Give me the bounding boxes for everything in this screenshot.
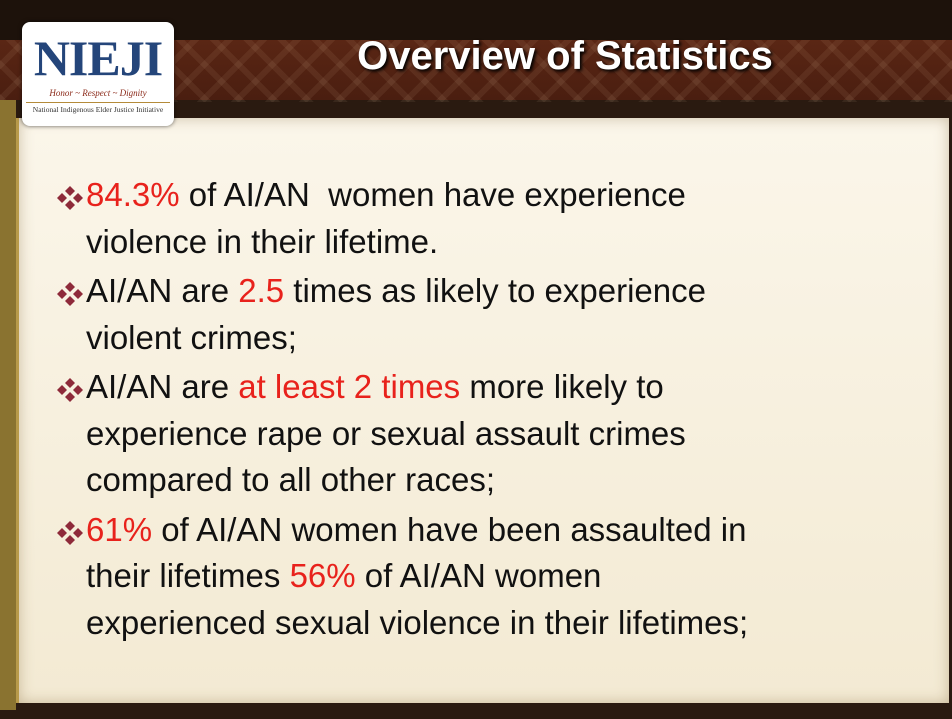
content-panel [16, 118, 949, 703]
bullet: 61% of AI/AN women have been assaulted i… [56, 507, 748, 647]
bullet-icon [57, 520, 83, 545]
body-text: more likely to [460, 368, 664, 405]
bullet-diamond [57, 527, 67, 538]
bullet-icon [57, 282, 83, 306]
bullet-diamond [65, 520, 75, 531]
body-text: of AI/AN women [355, 557, 602, 594]
body-text: experience rape or sexual assault crimes [86, 414, 686, 452]
body-text: of AI/AN women have experience [179, 176, 686, 213]
bullet-diamond [73, 385, 83, 395]
bullet-line: violence in their lifetime. [86, 219, 748, 266]
highlight-text: 61% [86, 510, 153, 548]
bullet-diamond [65, 282, 75, 292]
bullet-diamond [65, 186, 75, 196]
side-strip [0, 100, 16, 710]
bullet-diamond [65, 534, 75, 545]
bullet-diamond [65, 200, 75, 210]
bullet-line: compared to all other races; [86, 457, 748, 504]
bullet-diamond [73, 527, 83, 538]
bullet-diamond [57, 193, 67, 203]
bullet: AI/AN are 2.5 times as likely to experie… [56, 268, 748, 361]
bullet-diamond [57, 289, 67, 299]
bullet-diamond [65, 392, 75, 402]
bullet-icon [57, 186, 83, 210]
highlight-text: 84.3% [86, 176, 180, 213]
body-text: their lifetimes [86, 557, 290, 594]
bullet-line: experience rape or sexual assault crimes [86, 411, 748, 458]
bullet-line: 61% of AI/AN women have been assaulted i… [86, 507, 748, 554]
body-text: of AI/AN women have been assaulted in [152, 510, 747, 548]
slide-title: Overview of Statistics [357, 34, 773, 78]
logo-motto: Honor ~ Respect ~ Dignity [49, 88, 147, 98]
logo-name: National Indigenous Elder Justice Initia… [26, 102, 170, 117]
body-text: times as likely to experience [284, 272, 706, 309]
bullet-line: violent crimes; [86, 315, 748, 362]
bullet-diamond [65, 296, 75, 306]
bullet: 84.3% of AI/AN women have experience viol… [56, 172, 748, 265]
bullet-line: their lifetimes 56% of AI/AN women [86, 553, 748, 600]
bullet-line: experienced sexual violence in their lif… [86, 600, 748, 647]
bullet-line: AI/AN are 2.5 times as likely to experie… [86, 268, 748, 315]
bullet-diamond [73, 193, 83, 203]
bullet-list: 84.3% of AI/AN women have experience viol… [56, 172, 748, 649]
body-text: experienced sexual violence in their lif… [86, 603, 749, 641]
highlight-text: at least 2 times [238, 368, 461, 405]
bullet-diamond [57, 385, 67, 395]
body-text: compared to all other races; [86, 461, 496, 498]
bullet-diamond [65, 378, 75, 388]
highlight-text: 2.5 [238, 272, 285, 309]
body-text: violent crimes; [86, 318, 297, 356]
highlight-text: 56% [289, 557, 356, 594]
bullet-icon [57, 378, 83, 402]
bullet-line: AI/AN are at least 2 times more likely t… [86, 364, 748, 411]
logo-mark: NIEJI [33, 30, 163, 86]
bullet-line: 84.3% of AI/AN women have experience [86, 172, 748, 219]
bullet: AI/AN are at least 2 times more likely t… [56, 364, 748, 504]
body-text: AI/AN are [86, 272, 239, 309]
body-text: AI/AN are [86, 368, 239, 405]
body-text: violence in their lifetime. [86, 222, 439, 260]
bullet-diamond [73, 289, 83, 299]
logo: NIEJI Honor ~ Respect ~ Dignity National… [22, 22, 174, 126]
